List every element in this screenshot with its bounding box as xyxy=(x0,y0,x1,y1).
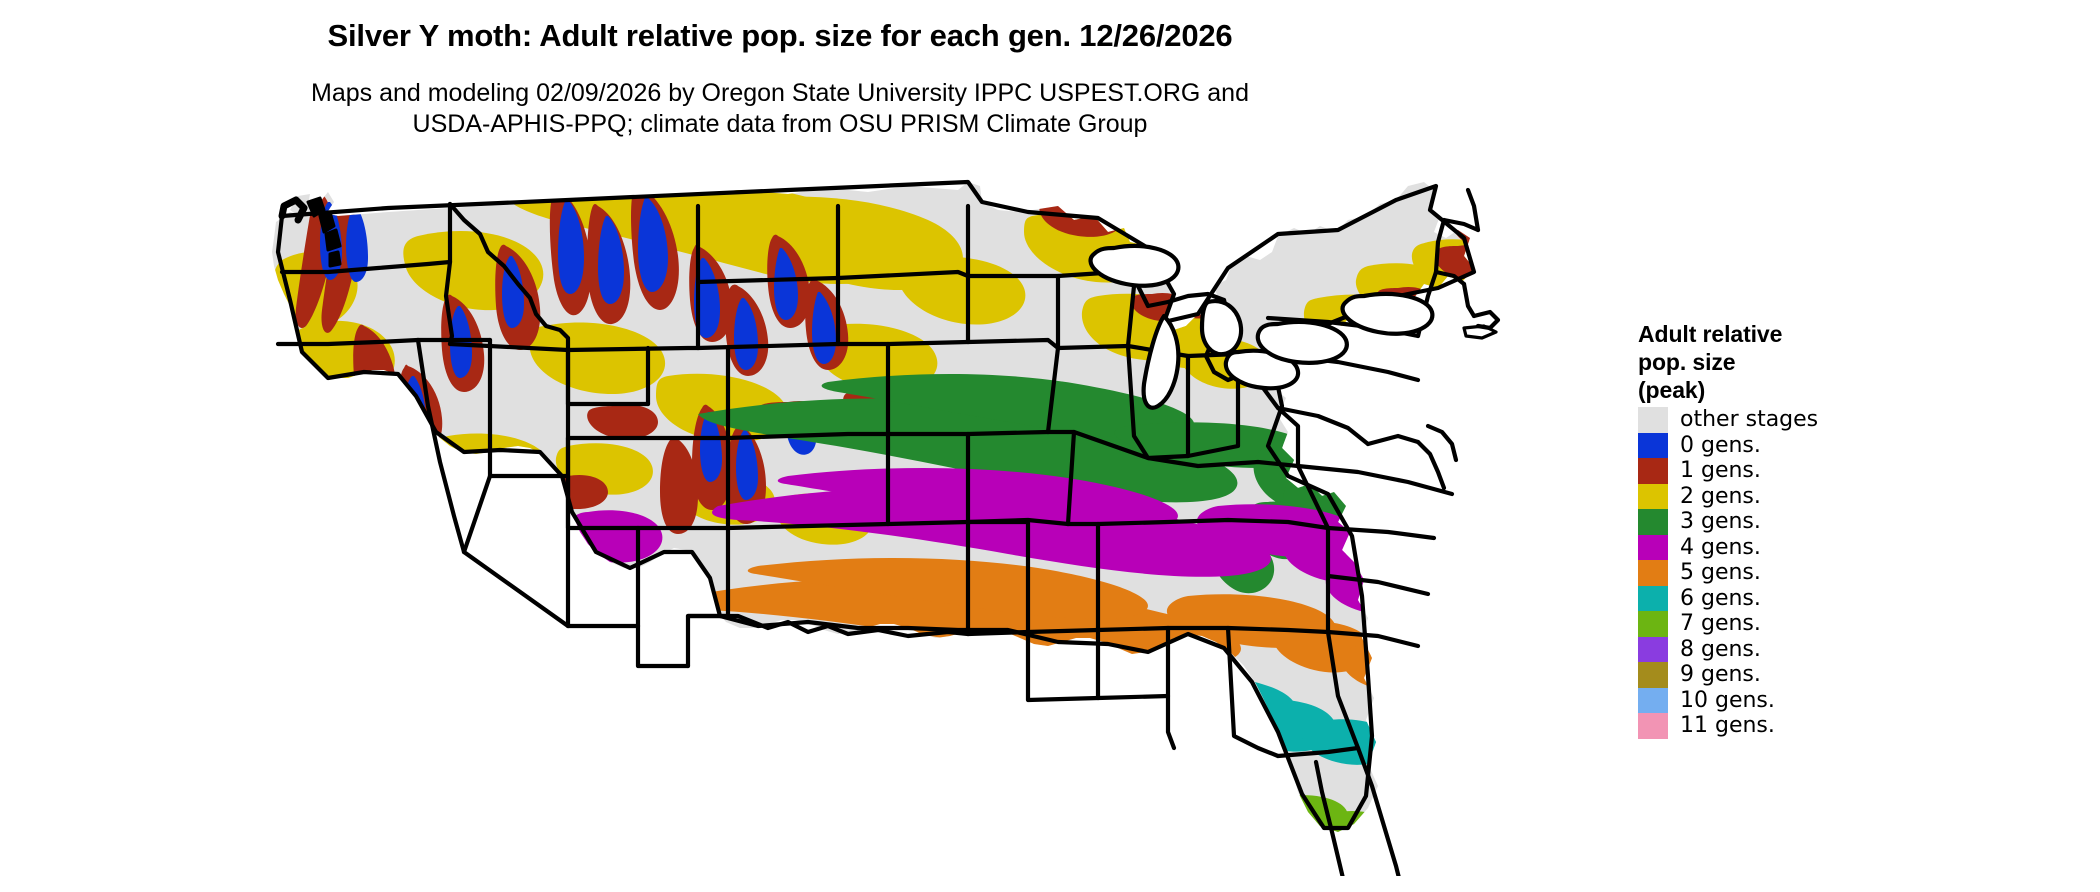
legend-swatch xyxy=(1638,560,1668,586)
legend-label: 6 gens. xyxy=(1680,585,1761,611)
legend-item: 1 gens. xyxy=(1638,458,1938,484)
legend-swatch xyxy=(1638,483,1668,509)
legend-title: Adult relative pop. size (peak) xyxy=(1638,320,1938,404)
legend-swatch xyxy=(1638,611,1668,637)
legend-swatch xyxy=(1638,509,1668,535)
legend-swatch xyxy=(1638,636,1668,662)
legend-label: 11 gens. xyxy=(1680,713,1775,738)
legend-item: 7 gens. xyxy=(1638,611,1938,637)
legend-swatch xyxy=(1638,458,1668,484)
legend-item: 10 gens. xyxy=(1638,687,1938,713)
legend-swatch xyxy=(1638,662,1668,688)
map-boundaries xyxy=(275,179,1501,876)
legend-label: 7 gens. xyxy=(1680,611,1761,636)
map-legend: Adult relative pop. size (peak) other st… xyxy=(1638,320,1938,739)
subtitle-line-2: USDA-APHIS-PPQ; climate data from OSU PR… xyxy=(412,110,1148,138)
legend-item: 6 gens. xyxy=(1638,585,1938,611)
legend-label: 4 gens. xyxy=(1680,534,1761,560)
legend-item: 0 gens. xyxy=(1638,432,1938,458)
figure-subtitle: Maps and modeling 02/09/2026 by Oregon S… xyxy=(0,78,1560,140)
legend-swatch xyxy=(1638,585,1668,611)
legend-swatch xyxy=(1638,687,1668,713)
legend-swatch xyxy=(1638,713,1668,739)
legend-label: 2 gens. xyxy=(1680,483,1761,509)
legend-title-line-3: (peak) xyxy=(1638,377,1706,403)
legend-swatch xyxy=(1638,432,1668,458)
us-choropleth-map xyxy=(268,176,1618,876)
legend-label: 0 gens. xyxy=(1680,432,1761,458)
legend-item: 4 gens. xyxy=(1638,534,1938,560)
legend-label: 10 gens. xyxy=(1680,687,1775,713)
legend-title-line-2: pop. size xyxy=(1638,349,1736,375)
legend-item: 3 gens. xyxy=(1638,509,1938,535)
legend-item: 9 gens. xyxy=(1638,662,1938,688)
legend-swatch xyxy=(1638,407,1668,433)
legend-swatch xyxy=(1638,534,1668,560)
legend-label: 1 gens. xyxy=(1680,458,1761,483)
subtitle-line-1: Maps and modeling 02/09/2026 by Oregon S… xyxy=(311,79,1249,107)
legend-item-list: other stages 0 gens. 1 gens. 2 gens. 3 gens.… xyxy=(1638,407,1938,739)
legend-item: 5 gens. xyxy=(1638,560,1938,586)
legend-item: 8 gens. xyxy=(1638,636,1938,662)
legend-label: 9 gens. xyxy=(1680,662,1761,687)
page-title: Silver Y moth: Adult relative pop. size … xyxy=(327,18,1233,53)
legend-label: 5 gens. xyxy=(1680,560,1761,585)
map-svg xyxy=(268,176,1618,876)
legend-title-line-1: Adult relative xyxy=(1638,321,1783,347)
legend-label: 8 gens. xyxy=(1680,636,1761,662)
legend-label: 3 gens. xyxy=(1680,509,1761,534)
legend-label: other stages xyxy=(1680,407,1819,432)
legend-item: other stages xyxy=(1638,407,1938,433)
legend-item: 11 gens. xyxy=(1638,713,1938,739)
legend-item: 2 gens. xyxy=(1638,483,1938,509)
